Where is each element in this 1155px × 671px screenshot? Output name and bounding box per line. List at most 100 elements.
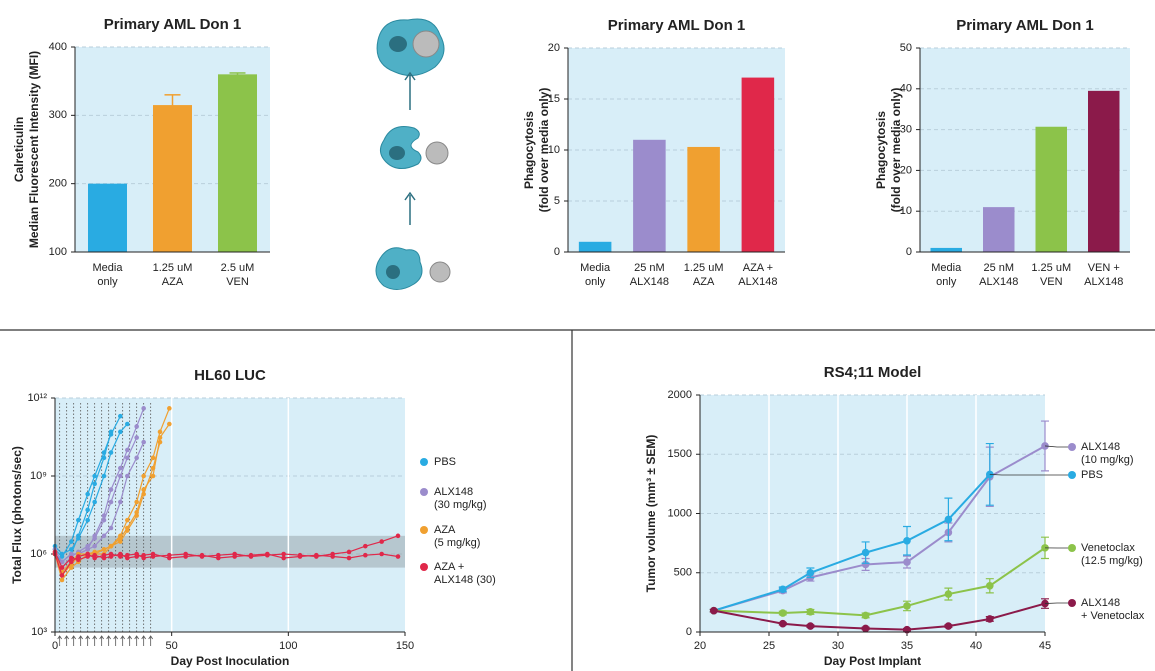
point: [92, 552, 97, 558]
x-tick-label: 25 nM: [983, 262, 1014, 274]
point: [986, 581, 994, 590]
y-tick-label: 10⁶: [30, 548, 47, 560]
legend-marker: [1068, 599, 1076, 607]
point: [125, 447, 130, 453]
x-tick-label: 2.5 uM: [221, 262, 255, 274]
point: [101, 547, 107, 552]
x-tick-label: 150: [396, 640, 414, 652]
point: [281, 555, 286, 561]
point: [69, 547, 74, 552]
point: [265, 551, 270, 557]
point: [903, 536, 911, 545]
legend-marker: [420, 488, 428, 496]
x-tick-label: 35: [901, 640, 913, 652]
point: [92, 473, 97, 479]
legend-label: (30 mg/kg): [434, 499, 487, 511]
point: [118, 465, 123, 471]
dosing-arrow: [71, 635, 76, 646]
legend-label: (5 mg/kg): [434, 537, 480, 549]
point: [141, 552, 146, 558]
point: [157, 429, 163, 435]
chart-title: RS4;11 Model: [824, 364, 922, 381]
point: [59, 573, 65, 578]
point: [281, 551, 286, 557]
legend-marker: [420, 458, 428, 466]
x-tick-label: ALX148: [979, 276, 1018, 288]
legend-label: AZA: [434, 524, 456, 536]
point: [76, 536, 81, 541]
point: [76, 517, 81, 523]
chart-title: Primary AML Don 1: [104, 16, 242, 33]
x-tick-label: Media: [580, 262, 611, 274]
y-tick-label: 20: [548, 42, 560, 54]
error-bar: [229, 72, 246, 77]
point: [379, 539, 384, 544]
legend-label: ALX148: [434, 486, 473, 498]
point: [125, 517, 130, 523]
point: [69, 551, 74, 557]
point: [167, 406, 172, 411]
error-bar: [164, 94, 181, 117]
x-tick-label: AZA +: [743, 262, 773, 274]
point: [118, 473, 123, 479]
x-tick-label: 20: [694, 640, 706, 652]
point: [806, 568, 815, 577]
point: [92, 543, 97, 549]
point: [779, 585, 787, 594]
point: [806, 622, 815, 630]
bar: [153, 105, 192, 252]
x-axis-label: Day Post Inoculation: [171, 654, 290, 668]
y-tick-label: 10³: [31, 626, 47, 638]
series-label: + Venetoclax: [1081, 610, 1145, 622]
dosing-arrow: [85, 635, 90, 646]
point: [183, 554, 188, 559]
point: [108, 554, 114, 559]
point: [314, 552, 319, 558]
point: [101, 517, 107, 523]
x-tick-label: only: [97, 276, 118, 288]
point: [118, 551, 123, 557]
point: [134, 499, 139, 505]
point: [118, 499, 123, 505]
label-leader: [1044, 445, 1070, 448]
x-tick-label: only: [585, 276, 606, 288]
point: [125, 525, 130, 531]
legend-marker: [1068, 443, 1076, 451]
point: [76, 557, 81, 563]
series-label: ALX148: [1081, 441, 1120, 453]
y-tick-label: 10: [900, 205, 912, 217]
chart-title: Primary AML Don 1: [956, 17, 1094, 34]
dosing-arrow: [141, 635, 146, 646]
x-tick-label: 25: [763, 640, 775, 652]
point: [59, 559, 65, 565]
y-tick-label: 500: [674, 567, 692, 579]
y-tick-label: 10: [548, 144, 560, 156]
point: [59, 551, 65, 557]
point: [157, 435, 163, 440]
point: [779, 619, 787, 628]
x-tick-label: 1.25 uM: [684, 262, 724, 274]
point: [861, 624, 870, 633]
point: [861, 611, 870, 620]
y-tick-label: 0: [906, 246, 912, 258]
y-tick-label: 50: [900, 42, 912, 54]
y-tick-label: 40: [900, 83, 912, 95]
y-axis-label: Phagocytosis: [522, 111, 536, 189]
chart-title: HL60 LUC: [194, 367, 266, 384]
point: [118, 536, 123, 541]
y-tick-label: 15: [548, 93, 560, 105]
y-axis-label: (fold over media only): [889, 88, 903, 213]
x-tick-label: 45: [1039, 640, 1051, 652]
x-tick-label: 50: [166, 640, 178, 652]
series-line: [713, 602, 1046, 631]
point: [125, 421, 130, 427]
point: [779, 609, 787, 617]
point: [108, 487, 114, 492]
legend-label: PBS: [434, 456, 456, 468]
point: [141, 487, 146, 492]
series-label: Venetoclax: [1081, 542, 1135, 554]
x-tick-label: ALX148: [738, 276, 777, 288]
label-leader: [1044, 602, 1070, 604]
point: [69, 555, 74, 561]
dosing-arrow: [106, 635, 111, 646]
